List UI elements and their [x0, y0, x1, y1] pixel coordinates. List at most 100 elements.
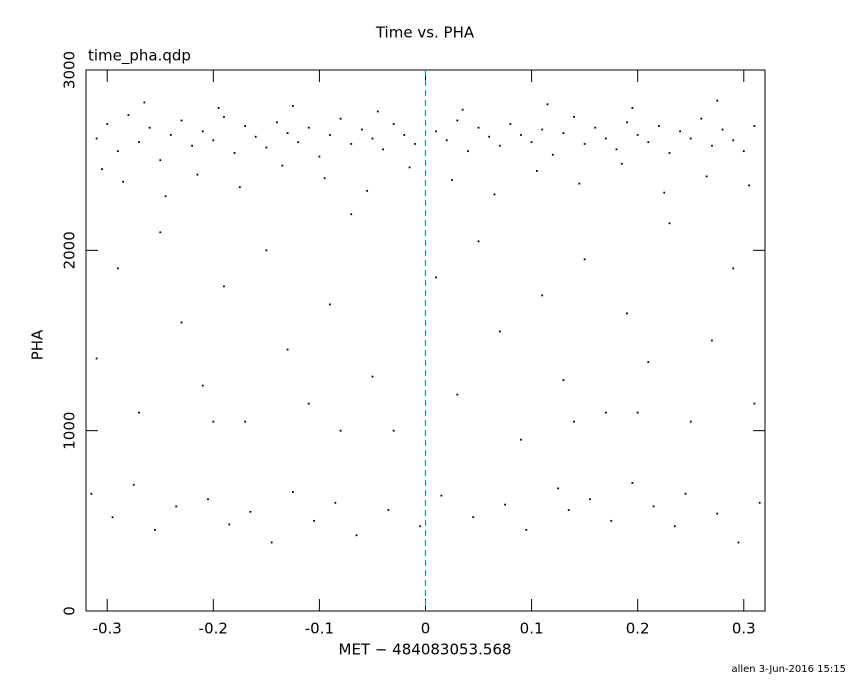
point — [567, 509, 570, 511]
x-axis-label: MET − 484083053.568 — [339, 641, 512, 659]
point — [355, 534, 358, 537]
point — [376, 110, 379, 113]
point — [334, 501, 337, 504]
point — [504, 503, 506, 506]
point — [647, 361, 650, 364]
point — [668, 152, 671, 154]
point — [658, 125, 660, 127]
point — [689, 420, 692, 423]
point — [477, 240, 480, 243]
point — [456, 119, 459, 122]
point — [626, 121, 628, 124]
point — [541, 128, 544, 131]
point — [535, 170, 538, 172]
point — [557, 487, 560, 490]
point — [673, 525, 676, 528]
point — [159, 159, 162, 162]
point — [472, 516, 475, 519]
point — [583, 258, 586, 261]
point — [244, 420, 247, 423]
point — [201, 130, 204, 133]
point — [291, 105, 294, 107]
point — [562, 132, 565, 135]
point — [435, 276, 438, 279]
point — [132, 483, 135, 486]
point — [732, 139, 735, 142]
point — [668, 222, 671, 225]
point — [286, 348, 289, 351]
x-tick-label: 0.2 — [626, 620, 650, 638]
x-tick-label: -0.2 — [199, 620, 228, 638]
point — [419, 525, 422, 528]
point — [143, 101, 146, 104]
point — [276, 121, 278, 124]
point — [456, 393, 459, 396]
point — [212, 420, 215, 423]
point — [127, 114, 130, 116]
point — [148, 126, 151, 129]
point — [339, 429, 342, 432]
point — [154, 528, 156, 531]
point — [228, 523, 231, 526]
point — [620, 162, 623, 165]
point — [169, 134, 172, 136]
point — [631, 106, 634, 109]
x-tick-label: 0.3 — [732, 620, 756, 638]
point — [440, 494, 443, 497]
point — [583, 143, 586, 145]
point — [350, 213, 353, 216]
point — [201, 384, 204, 387]
chart-title: Time vs. PHA — [375, 24, 475, 42]
point — [329, 303, 331, 306]
point — [392, 429, 395, 432]
point — [647, 141, 650, 144]
point — [387, 509, 390, 511]
point — [223, 115, 225, 118]
point — [737, 541, 740, 544]
point — [233, 152, 236, 154]
point — [392, 123, 395, 125]
point — [217, 106, 220, 109]
point — [748, 184, 750, 187]
point — [477, 126, 480, 129]
point — [461, 108, 464, 111]
point — [732, 267, 735, 270]
point — [175, 505, 178, 508]
point — [270, 541, 273, 544]
chart-subtitle: time_pha.qdp — [88, 47, 191, 66]
point — [711, 339, 713, 342]
point — [238, 186, 241, 189]
point — [498, 330, 501, 333]
point — [180, 119, 183, 122]
point — [116, 150, 119, 153]
point — [445, 139, 448, 142]
point — [716, 512, 719, 515]
point — [700, 117, 703, 120]
x-tick-label: -0.1 — [305, 620, 334, 638]
point — [101, 168, 103, 171]
point — [626, 312, 628, 315]
x-tick-label: -0.3 — [93, 620, 122, 638]
point — [318, 155, 321, 158]
point — [265, 146, 268, 149]
point — [594, 126, 597, 129]
point — [541, 294, 544, 297]
point — [636, 411, 639, 414]
point — [604, 137, 607, 140]
point — [382, 148, 384, 151]
point — [291, 491, 294, 493]
point — [366, 189, 369, 192]
point — [435, 130, 438, 133]
point — [116, 267, 119, 270]
point — [95, 357, 98, 360]
point — [207, 498, 209, 501]
point — [467, 150, 469, 153]
point — [307, 402, 310, 405]
point — [307, 126, 310, 129]
point — [403, 134, 406, 136]
point — [716, 99, 719, 102]
point — [589, 498, 591, 501]
point — [413, 143, 416, 145]
point — [360, 128, 363, 131]
point — [615, 148, 618, 151]
